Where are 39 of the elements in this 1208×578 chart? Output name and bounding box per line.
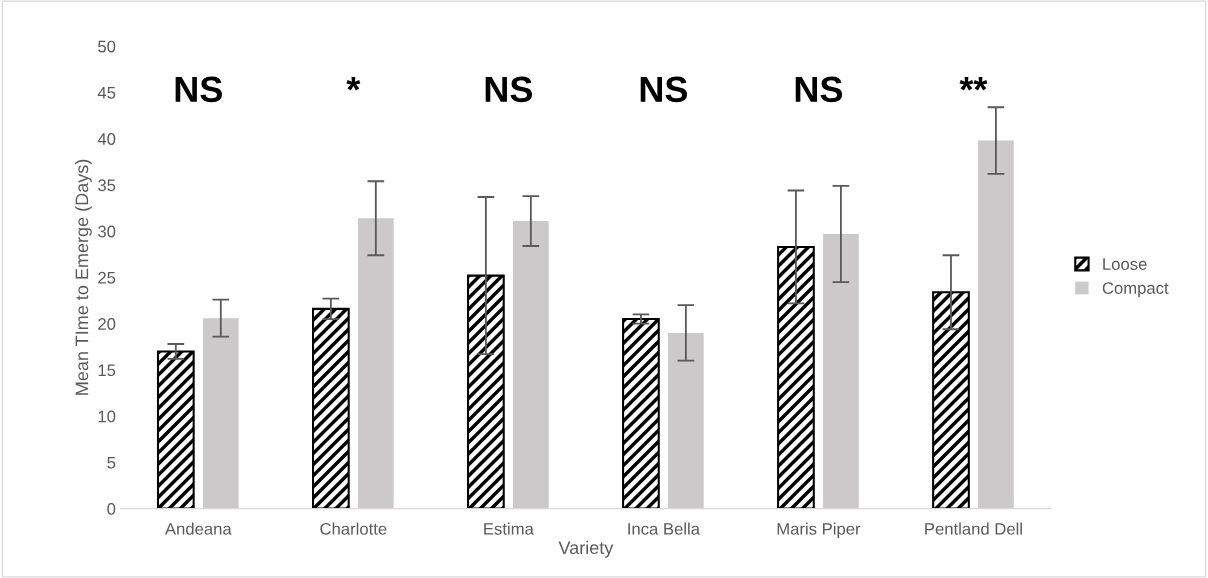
y-tick-label: 20 [98,318,116,330]
legend-label: Compact [1102,282,1169,298]
y-tick-label: 5 [107,456,116,469]
bar [622,318,660,509]
x-tick-label: Inca Bella [628,522,700,535]
annotation: ** [959,76,988,91]
x-axis-title: Variety [558,540,614,558]
y-tick-label: 40 [97,133,116,145]
y-tick-label: 10 [98,410,116,423]
y-tick-label: 35 [98,179,116,192]
bar [467,274,505,509]
annotation: * [346,76,361,91]
y-tick-label: 30 [98,225,116,238]
bar [668,332,704,509]
bar [156,350,195,509]
bar [932,291,970,509]
annotation: NS [175,76,222,103]
x-tick-label: Maris Piper [777,522,861,539]
annotation: NS [485,76,533,103]
bar [513,221,549,509]
annotation: NS [640,76,688,103]
y-tick-label: 50 [98,40,116,53]
bar [978,140,1014,509]
bar [777,245,815,509]
x-tick-label: Andeana [164,522,232,535]
annotation: NS [795,76,843,103]
bar [202,318,239,509]
legend-label: Loose [1103,258,1147,270]
x-tick-label: Estima [484,522,534,535]
x-tick-label: Pentland Dell [925,522,1022,535]
bar [823,233,859,509]
y-tick-label: 45 [97,87,116,99]
y-tick-label: 0 [107,503,116,515]
bar [357,218,394,509]
x-tick-label: Charlotte [320,522,387,535]
y-tick-label: 15 [98,364,116,377]
bar [311,307,350,509]
y-axis-title: Mean TIme to Emerge (Days) [75,159,92,395]
y-tick-label: 25 [98,271,116,284]
